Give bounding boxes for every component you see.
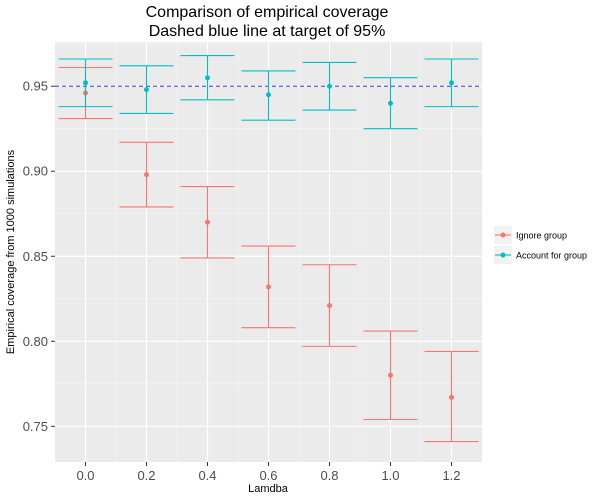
x-axis-label: Lamdba <box>248 483 289 495</box>
y-axis-ticks: 0.75 0.80 0.85 0.90 0.95 <box>23 79 55 434</box>
data-point <box>205 75 210 81</box>
y-tick-label: 0.75 <box>23 419 48 434</box>
data-point <box>327 83 332 89</box>
legend-label-ignore-group: Ignore group <box>516 231 567 241</box>
x-tick-label: 0.0 <box>76 468 94 483</box>
data-point <box>449 394 454 400</box>
legend-item-account-for-group: Account for group <box>494 246 587 264</box>
legend-item-ignore-group: Ignore group <box>494 226 567 244</box>
data-point <box>388 100 393 106</box>
y-tick-label: 0.85 <box>23 249 48 264</box>
x-tick-label: 0.6 <box>259 468 277 483</box>
x-tick-label: 0.8 <box>320 468 338 483</box>
x-axis-ticks: 0.0 0.2 0.4 0.6 0.8 1.0 1.2 <box>76 462 461 483</box>
data-point <box>205 219 210 225</box>
y-axis-label: Empirical coverage from 1000 simulations <box>5 149 17 354</box>
x-tick-label: 0.4 <box>198 468 216 483</box>
x-tick-label: 1.0 <box>381 468 399 483</box>
data-point <box>144 172 149 178</box>
chart-title-line-1: Comparison of empirical coverage <box>146 4 389 21</box>
legend-label-account-for-group: Account for group <box>516 251 587 261</box>
data-point <box>83 80 88 86</box>
y-tick-label: 0.95 <box>23 79 48 94</box>
data-point <box>327 303 332 309</box>
series-layer <box>58 55 479 443</box>
data-point <box>144 87 149 93</box>
chart-title-line-2: Dashed blue line at target of 95% <box>149 23 386 40</box>
series-account-for-group <box>58 55 479 130</box>
x-tick-label: 1.2 <box>442 468 460 483</box>
data-point <box>449 80 454 86</box>
y-tick-label: 0.90 <box>23 164 48 179</box>
y-tick-label: 0.80 <box>23 334 48 349</box>
data-point <box>266 284 271 290</box>
data-point <box>388 372 393 378</box>
x-tick-label: 0.2 <box>137 468 155 483</box>
legend-key-point <box>500 252 506 258</box>
series-ignore-group <box>58 66 479 443</box>
data-point <box>266 92 271 98</box>
legend-key-point <box>500 232 506 238</box>
legend: Ignore group Account for group <box>494 226 587 264</box>
